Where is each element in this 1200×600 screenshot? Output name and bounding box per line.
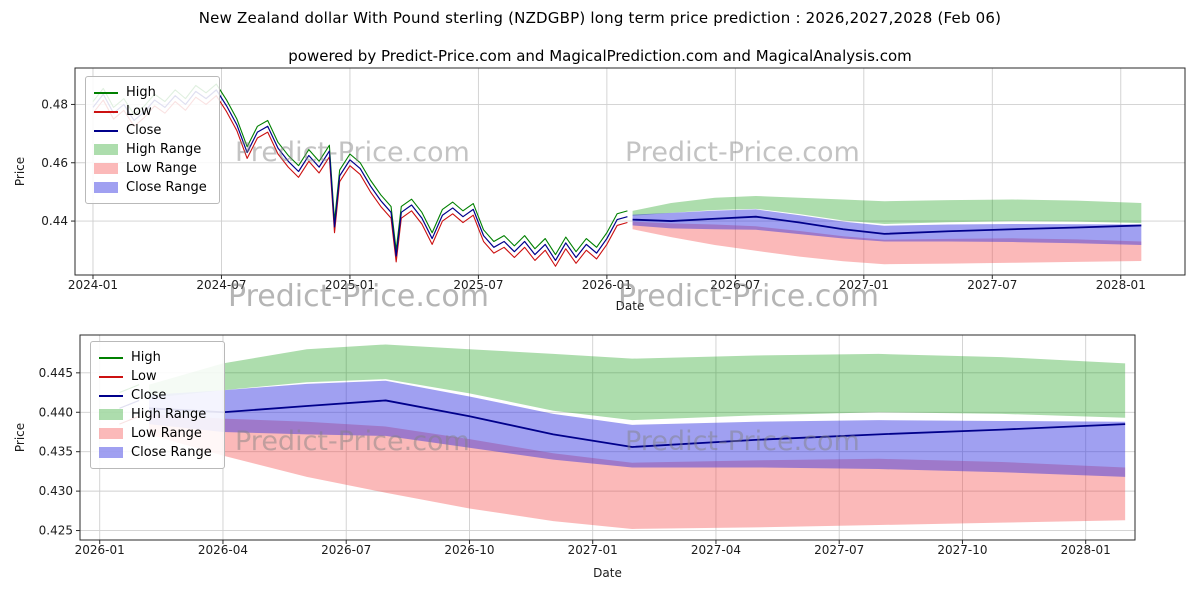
x-tick-label: 2025-01 (325, 278, 375, 292)
legend-item-low-range: Low Range (99, 425, 212, 442)
y-tick-label: 0.445 (39, 366, 73, 380)
x-axis-label: Date (616, 299, 645, 313)
low-range-band (632, 221, 1142, 265)
x-tick-label: 2024-01 (68, 278, 118, 292)
legend-label: Close (131, 388, 167, 403)
y-tick-label: 0.440 (39, 405, 73, 419)
y-axis-label: Price (13, 157, 27, 186)
legend-line-swatch (94, 91, 118, 94)
high-range-band (149, 344, 1126, 421)
legend-item-low: Low (99, 368, 212, 385)
legend-line-swatch (99, 375, 123, 378)
plot-border (79, 334, 1136, 541)
y-tick-label: 0.46 (41, 156, 68, 170)
y-tick-label: 0.435 (39, 445, 73, 459)
x-tick-label: 2028-01 (1096, 278, 1146, 292)
legend-line-swatch (94, 110, 118, 113)
page-subtitle: powered by Predict-Price.com and Magical… (288, 47, 912, 65)
plot-border (74, 67, 1186, 276)
x-tick-label: 2027-10 (937, 543, 987, 557)
close-forecast-line (148, 399, 1126, 448)
y-tick-label: 0.430 (39, 484, 73, 498)
legend-label: Low (126, 104, 152, 119)
plot-series (119, 344, 1126, 529)
plot-series (92, 83, 1142, 267)
page-title: New Zealand dollar With Pound sterling (… (198, 9, 1002, 27)
x-tick-label: 2026-07 (710, 278, 760, 292)
close-range-band (149, 380, 1126, 477)
x-tick-label: 2026-10 (444, 543, 494, 557)
chart2-legend: High Low Close High Range Low Range Close Ran… (90, 341, 225, 469)
legend-label: High Range (126, 142, 202, 157)
y-tick-label: 0.44 (41, 214, 68, 228)
legend-item-high-range: High Range (99, 406, 212, 423)
legend-item-close-range: Close Range (99, 444, 212, 461)
x-tick-label: 2027-07 (814, 543, 864, 557)
legend-line-swatch (99, 394, 123, 397)
x-tick-label: 2026-04 (198, 543, 248, 557)
legend-item-high: High (94, 84, 207, 101)
x-tick-label: 2027-01 (568, 543, 618, 557)
chart1-legend: High Low Close High Range Low Range Close Ran… (85, 76, 220, 204)
legend-patch-swatch (94, 144, 118, 155)
legend-label: Close Range (131, 445, 212, 460)
legend-label: High Range (131, 407, 207, 422)
legend-item-close-range: Close Range (94, 179, 207, 196)
legend-patch-swatch (99, 409, 123, 420)
legend-item-low-range: Low Range (94, 160, 207, 177)
y-axis-label: Price (13, 423, 27, 452)
close-forecast-line (632, 215, 1142, 235)
y-tick-label: 0.48 (41, 97, 68, 111)
legend-line-swatch (99, 356, 123, 359)
x-tick-label: 2026-01 (75, 543, 125, 557)
legend-label: Close Range (126, 180, 207, 195)
legend-patch-swatch (99, 428, 123, 439)
low-range-band (149, 413, 1126, 529)
legend-label: High (126, 85, 156, 100)
close-range-band (632, 209, 1142, 245)
legend-item-high-range: High Range (94, 141, 207, 158)
y-tick-label: 0.425 (39, 524, 73, 538)
legend-label: Low Range (131, 426, 202, 441)
x-tick-label: 2027-04 (691, 543, 741, 557)
x-axis-label: Date (593, 566, 622, 580)
x-tick-label: 2024-07 (196, 278, 246, 292)
legend-line-swatch (94, 129, 118, 132)
legend-label: Low Range (126, 161, 197, 176)
x-tick-label: 2027-07 (967, 278, 1017, 292)
high-range-band (632, 195, 1142, 224)
legend-label: Close (126, 123, 162, 138)
forecast-detail-chart: 2026-01 2026-04 2026-07 2026-10 2027-01 2027-… (13, 334, 1136, 580)
x-tick-label: 2025-07 (453, 278, 503, 292)
legend-label: Low (131, 369, 157, 384)
legend-item-close: Close (99, 387, 212, 404)
legend-patch-swatch (99, 447, 123, 458)
legend-patch-swatch (94, 163, 118, 174)
x-tick-label: 2027-01 (839, 278, 889, 292)
legend-item-low: Low (94, 103, 207, 120)
x-tick-label: 2026-01 (582, 278, 632, 292)
legend-label: High (131, 350, 161, 365)
x-tick-label: 2028-01 (1061, 543, 1111, 557)
legend-item-close: Close (94, 122, 207, 139)
legend-patch-swatch (94, 182, 118, 193)
x-tick-label: 2026-07 (321, 543, 371, 557)
price-history-chart: 2024-01 2024-07 2025-01 2025-07 2026-01 2026-… (13, 67, 1186, 313)
legend-item-high: High (99, 349, 212, 366)
